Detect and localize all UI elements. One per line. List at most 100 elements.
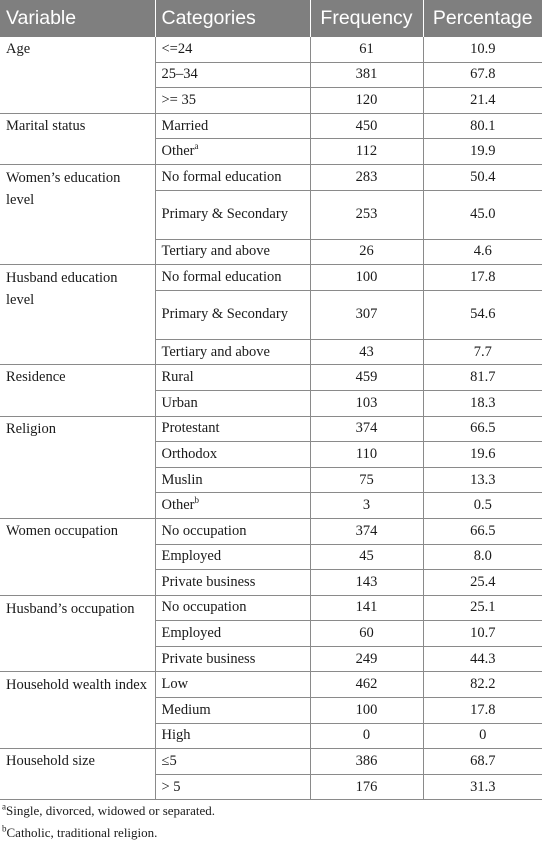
percentage-cell: 68.7 [423,748,542,775]
variable-cell: Household size [0,748,156,801]
category-label: Muslin [161,471,203,488]
table-row: Muslin 75 13.3 [0,467,542,494]
variable-cell: Religion [0,416,156,519]
percentage-cell: 31.3 [423,774,542,801]
frequency-cell: 176 [310,774,424,801]
table-row: Household size ≤5 386 68.7 [0,748,542,801]
category-cell: 25–34 [155,62,311,89]
variable-cell: Husband’s occupation [0,595,156,673]
footnote-a: aSingle, divorced, widowed or separated. [2,800,542,822]
table-row: 25–34 381 67.8 [0,62,542,89]
percentage-cell: 45.0 [423,190,542,240]
table-row: Primary & Secondary 307 54.6 [0,290,542,340]
category-label: ≤5 [161,753,177,770]
table-row: Private business 249 44.3 [0,646,542,673]
frequency-cell: 3 [310,492,424,519]
category-label: Protestant [161,420,220,437]
frequency-cell: 374 [310,518,424,545]
frequency-cell: 143 [310,569,424,596]
category-label: No occupation [161,522,247,539]
percentage-cell: 17.8 [423,697,542,724]
data-table: Variable Categories Frequency Percentage… [0,0,542,801]
category-label: Primary & Secondary [161,306,288,323]
category-cell: Primary & Secondary [155,290,311,340]
percentage-cell: 44.3 [423,646,542,673]
category-cell: Otherb [155,492,311,519]
footnote-text: Catholic, traditional religion. [6,825,158,841]
header-variable: Variable [0,0,156,37]
frequency-cell: 100 [310,264,424,291]
category-label: Tertiary and above [161,243,271,260]
percentage-cell: 0 [423,723,542,750]
header-percentage: Percentage [423,0,542,37]
frequency-cell: 462 [310,671,424,699]
footnote-text: Single, divorced, widowed or separated. [6,803,216,819]
frequency-cell: 249 [310,646,424,673]
category-cell: Rural [155,364,311,391]
table-row: Othera 112 19.9 [0,138,542,165]
category-label: Rural [161,369,194,386]
percentage-cell: 66.5 [423,518,542,545]
frequency-cell: 120 [310,87,424,114]
table-row: Husband’s occupation No occupation 141 25.1 [0,595,542,673]
percentage-cell: 80.1 [423,113,542,140]
table-row: Employed 60 10.7 [0,620,542,647]
category-label: Urban [161,394,198,411]
category-cell: Medium [155,697,311,724]
category-label: No formal education [161,168,282,185]
frequency-cell: 26 [310,239,424,266]
table-row: Otherb 3 0.5 [0,492,542,519]
percentage-cell: 25.4 [423,569,542,596]
category-label: <=24 [161,40,193,57]
category-label: Tertiary and above [161,343,271,360]
table-row: Employed 45 8.0 [0,544,542,571]
table-row: Orthodox 110 19.6 [0,441,542,468]
percentage-cell: 50.4 [423,164,542,191]
table-row: Residence Rural 459 81.7 [0,364,542,417]
percentage-cell: 25.1 [423,595,542,622]
category-label: Medium [161,701,211,718]
percentage-cell: 10.7 [423,620,542,647]
category-cell: No formal education [155,264,311,291]
percentage-cell: 54.6 [423,290,542,340]
table-row: Women occupation No occupation 374 66.5 [0,518,542,596]
frequency-cell: 141 [310,595,424,622]
category-cell: High [155,723,311,750]
table-row: Medium 100 17.8 [0,697,542,724]
frequency-cell: 43 [310,339,424,366]
table-row: Religion Protestant 374 66.5 [0,416,542,519]
category-label: Low [161,676,189,693]
variable-cell: Husband education level [0,264,156,366]
frequency-cell: 61 [310,37,424,63]
table-row: >= 35 120 21.4 [0,87,542,114]
percentage-cell: 82.2 [423,671,542,699]
frequency-cell: 103 [310,390,424,417]
category-cell: Tertiary and above [155,339,311,366]
percentage-cell: 67.8 [423,62,542,89]
percentage-cell: 17.8 [423,264,542,291]
category-label: Other [161,143,195,160]
table-row: Women’s education level No formal educati… [0,164,542,266]
table-row: Private business 143 25.4 [0,569,542,596]
percentage-cell: 18.3 [423,390,542,417]
frequency-cell: 60 [310,620,424,647]
percentage-cell: 4.6 [423,239,542,266]
frequency-cell: 374 [310,416,424,443]
frequency-cell: 253 [310,190,424,240]
category-cell: Private business [155,569,311,596]
header-frequency: Frequency [310,0,424,37]
category-cell: Orthodox [155,441,311,468]
percentage-cell: 8.0 [423,544,542,571]
header-categories: Categories [155,0,311,37]
frequency-cell: 45 [310,544,424,571]
category-cell: Employed [155,620,311,647]
category-cell: No occupation [155,518,311,545]
footnotes: aSingle, divorced, widowed or separated.… [0,800,542,844]
footnote-mark: b [194,495,200,506]
table-row: Marital status Married 450 80.1 [0,113,542,165]
percentage-cell: 0.5 [423,492,542,519]
category-label: Private business [161,650,256,667]
category-cell: Low [155,671,311,699]
category-cell: > 5 [155,774,311,801]
